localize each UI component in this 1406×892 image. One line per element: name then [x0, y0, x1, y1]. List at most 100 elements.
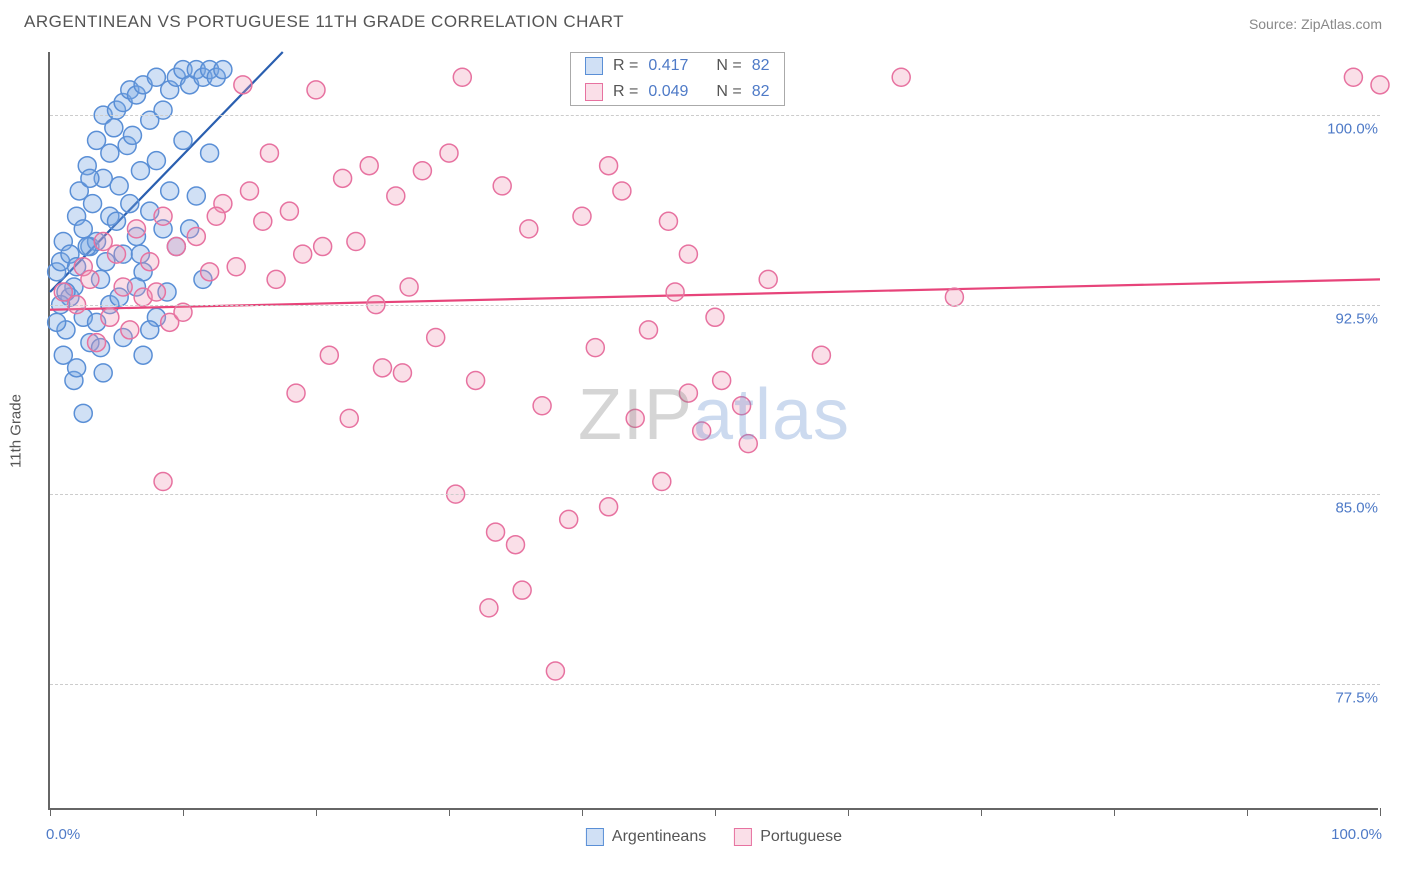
data-point: [573, 207, 591, 225]
data-point: [427, 329, 445, 347]
data-point: [812, 346, 830, 364]
data-point: [320, 346, 338, 364]
data-point: [101, 308, 119, 326]
data-point: [147, 152, 165, 170]
data-point: [154, 207, 172, 225]
data-point: [334, 169, 352, 187]
r-label: R =: [613, 83, 638, 101]
y-tick-label: 85.0%: [1333, 500, 1380, 517]
x-tick: [1114, 808, 1115, 816]
legend-item-argentineans: Argentineans: [586, 828, 706, 846]
data-point: [110, 177, 128, 195]
data-point: [147, 283, 165, 301]
data-point: [108, 245, 126, 263]
data-point: [121, 195, 139, 213]
legend-row-portuguese: R = 0.049 N = 82: [571, 79, 784, 105]
gridline: [50, 494, 1380, 495]
chart-title: ARGENTINEAN VS PORTUGUESE 11TH GRADE COR…: [24, 12, 624, 32]
legend-series: Argentineans Portuguese: [586, 828, 842, 846]
data-point: [84, 195, 102, 213]
data-point: [613, 182, 631, 200]
data-point: [679, 384, 697, 402]
data-point: [287, 384, 305, 402]
n-label: N =: [716, 57, 741, 75]
data-point: [108, 212, 126, 230]
plot-container: ZIPatlas R = 0.417 N = 82 R = 0.049 N = …: [48, 52, 1378, 810]
data-point: [174, 131, 192, 149]
data-point: [105, 119, 123, 137]
data-point: [201, 263, 219, 281]
data-point: [294, 245, 312, 263]
data-point: [387, 187, 405, 205]
data-point: [666, 283, 684, 301]
data-point: [234, 76, 252, 94]
r-value-portuguese: 0.049: [648, 83, 688, 101]
data-point: [54, 346, 72, 364]
data-point: [507, 536, 525, 554]
data-point: [207, 207, 225, 225]
scatter-svg: [50, 52, 1380, 810]
data-point: [81, 169, 99, 187]
data-point: [600, 157, 618, 175]
swatch-portuguese-icon: [734, 828, 752, 846]
data-point: [626, 409, 644, 427]
x-tick: [715, 808, 716, 816]
data-point: [123, 126, 141, 144]
data-point: [487, 523, 505, 541]
data-point: [560, 510, 578, 528]
swatch-portuguese: [585, 83, 603, 101]
x-tick: [1247, 808, 1248, 816]
data-point: [154, 101, 172, 119]
data-point: [347, 233, 365, 251]
data-point: [679, 245, 697, 263]
x-axis-min-label: 0.0%: [46, 826, 80, 843]
data-point: [267, 270, 285, 288]
data-point: [280, 202, 298, 220]
data-point: [520, 220, 538, 238]
x-tick: [449, 808, 450, 816]
legend-row-argentineans: R = 0.417 N = 82: [571, 53, 784, 79]
data-point: [174, 303, 192, 321]
legend-item-portuguese: Portuguese: [734, 828, 842, 846]
n-label: N =: [716, 83, 741, 101]
data-point: [586, 339, 604, 357]
swatch-argentineans-icon: [586, 828, 604, 846]
data-point: [693, 422, 711, 440]
x-tick: [316, 808, 317, 816]
y-tick-label: 92.5%: [1333, 310, 1380, 327]
data-point: [440, 144, 458, 162]
legend-label-argentineans: Argentineans: [612, 828, 706, 846]
data-point: [659, 212, 677, 230]
data-point: [131, 162, 149, 180]
r-value-argentineans: 0.417: [648, 57, 688, 75]
data-point: [653, 473, 671, 491]
y-axis-title: 11th Grade: [8, 394, 25, 468]
legend-label-portuguese: Portuguese: [760, 828, 842, 846]
gridline: [50, 305, 1380, 306]
plot-area: ZIPatlas R = 0.417 N = 82 R = 0.049 N = …: [48, 52, 1378, 810]
data-point: [759, 270, 777, 288]
data-point: [706, 308, 724, 326]
data-point: [161, 182, 179, 200]
data-point: [101, 144, 119, 162]
x-tick: [582, 808, 583, 816]
gridline: [50, 684, 1380, 685]
x-axis-max-label: 100.0%: [1331, 826, 1382, 843]
data-point: [374, 359, 392, 377]
x-tick: [50, 808, 51, 816]
x-tick: [848, 808, 849, 816]
data-point: [88, 334, 106, 352]
data-point: [254, 212, 272, 230]
data-point: [453, 68, 471, 86]
data-point: [513, 581, 531, 599]
n-value-portuguese: 82: [752, 83, 770, 101]
data-point: [314, 238, 332, 256]
data-point: [127, 220, 145, 238]
data-point: [393, 364, 411, 382]
n-value-argentineans: 82: [752, 57, 770, 75]
data-point: [74, 404, 92, 422]
data-point: [640, 321, 658, 339]
data-point: [493, 177, 511, 195]
data-point: [134, 346, 152, 364]
data-point: [600, 498, 618, 516]
